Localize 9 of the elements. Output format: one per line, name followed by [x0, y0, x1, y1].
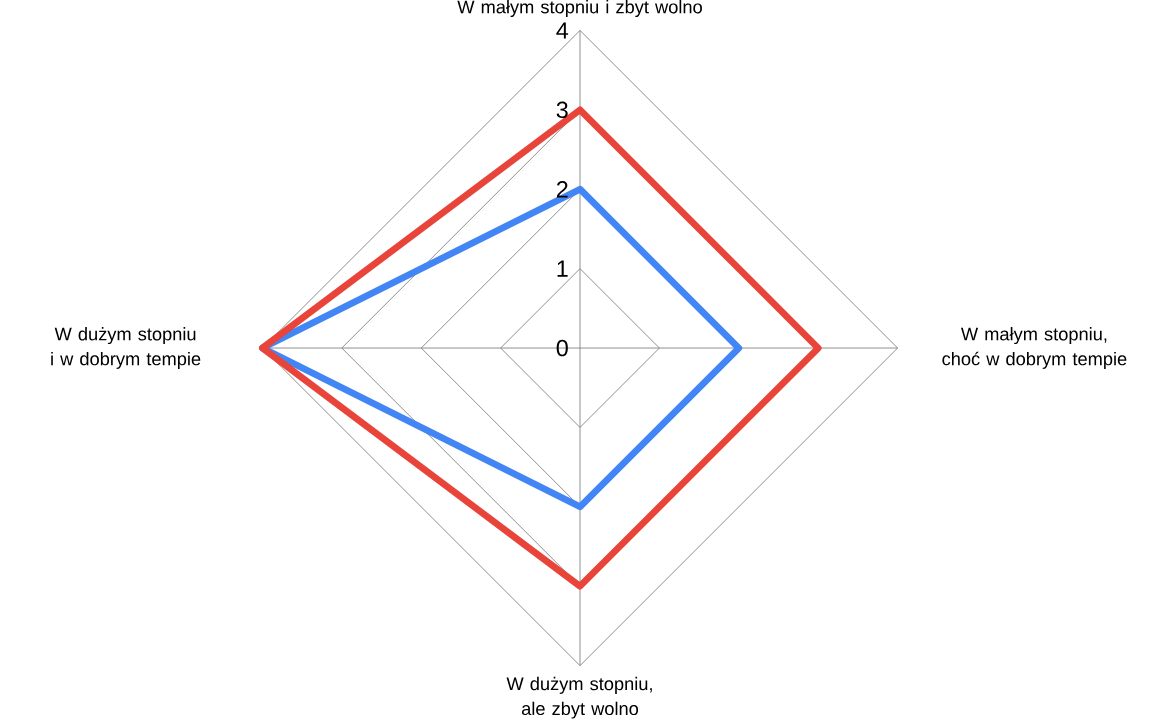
y-tick-label: 4 — [556, 22, 569, 39]
y-tick-label: 3 — [556, 101, 568, 119]
y-tick-label: 1 — [557, 260, 568, 277]
spoke-label: W małym stopniu i zbyt wolno — [457, 0, 702, 18]
spoke-label: W dużym stopniu i w dobrym tempie — [51, 327, 201, 370]
y-tick-label: 2 — [556, 181, 568, 198]
spoke-label: W dużym stopniu, ale zbyt wolno — [506, 677, 652, 719]
y-tick-label: 0 — [556, 339, 568, 357]
spoke-label: W małym stopniu, choć w dobrym tempie — [942, 327, 1127, 370]
